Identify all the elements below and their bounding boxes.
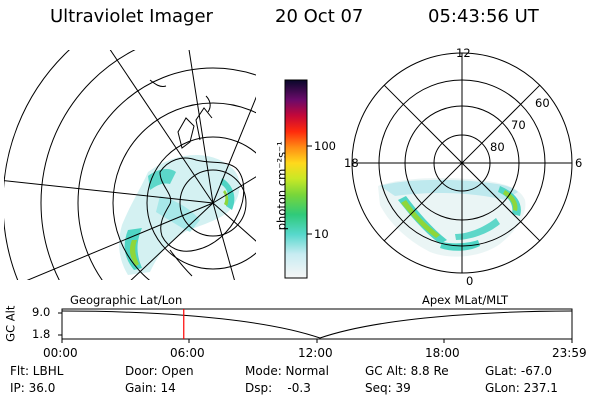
x-tick-1200: 12:00 xyxy=(298,346,333,360)
apex-grid xyxy=(351,52,573,274)
mlat-label-80: 80 xyxy=(490,140,505,154)
colorbar-unit: photon cm⁻²s⁻¹ xyxy=(274,141,289,231)
y-tick-9: 9.0 xyxy=(32,305,51,319)
aurora-emission-apex xyxy=(378,178,526,257)
mlt-label-18: 18 xyxy=(344,156,359,170)
geo-graticule xyxy=(4,50,256,280)
app-title: Ultraviolet Imager xyxy=(50,6,213,27)
altitude-axis-label: GC Alt xyxy=(3,305,18,342)
altitude-curve xyxy=(61,310,573,339)
glon-info: GLon: 237.1 xyxy=(485,381,558,395)
colorbar xyxy=(284,79,308,279)
mlt-label-0: 0 xyxy=(466,274,474,288)
date-label: 20 Oct 07 xyxy=(275,6,364,27)
x-axis-ticks xyxy=(61,339,573,343)
y-axis-ticks xyxy=(58,312,62,336)
ip-info: IP: 36.0 xyxy=(10,381,56,395)
aurora-emission-geo xyxy=(119,154,240,275)
glat-info: GLat: -67.0 xyxy=(485,364,552,378)
gain-info: Gain: 14 xyxy=(125,381,176,395)
mlat-label-60: 60 xyxy=(535,96,550,110)
door-info: Door: Open xyxy=(125,364,194,378)
geo-panel-label: Geographic Lat/Lon xyxy=(70,293,183,307)
apex-panel-label: Apex MLat/MLT xyxy=(422,293,509,307)
altitude-plot xyxy=(58,308,573,343)
mlat-label-70: 70 xyxy=(511,118,526,132)
geographic-map xyxy=(4,50,256,280)
filter-info: Flt: LBHL xyxy=(10,364,64,378)
x-tick-1800: 18:00 xyxy=(425,346,460,360)
mode-info: Mode: Normal xyxy=(245,364,329,378)
colorbar-label-10: 10 xyxy=(314,227,329,241)
seq-info: Seq: 39 xyxy=(365,381,411,395)
mlt-label-12: 12 xyxy=(456,46,471,60)
altitude-plot-frame xyxy=(61,308,573,340)
x-tick-0600: 06:00 xyxy=(170,346,205,360)
coastlines xyxy=(149,79,245,277)
y-tick-1-8: 1.8 xyxy=(32,327,51,341)
dsp-info: Dsp: -0.3 xyxy=(245,381,311,395)
gc-alt-info: GC Alt: 8.8 Re xyxy=(365,364,449,378)
time-label: 05:43:56 UT xyxy=(428,6,539,27)
mlt-label-6: 6 xyxy=(575,156,583,170)
colorbar-label-100: 100 xyxy=(314,139,336,153)
x-tick-2359: 23:59 xyxy=(552,346,587,360)
x-tick-0000: 00:00 xyxy=(43,346,78,360)
apex-polar-plot xyxy=(351,52,573,274)
